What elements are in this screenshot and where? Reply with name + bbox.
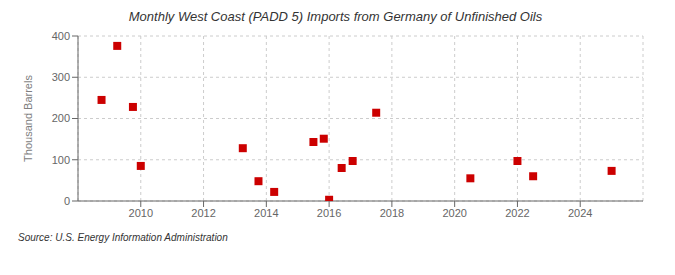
svg-text:400: 400	[52, 30, 70, 42]
svg-text:2014: 2014	[254, 207, 278, 219]
html-text:Source: U.S. Energy Informatio: Source: U.S. Energy Information Administ…	[18, 232, 228, 243]
svg-text:2022: 2022	[505, 207, 529, 219]
svg-text:Thousand Barrels: Thousand Barrels	[22, 75, 34, 162]
svg-text:2024: 2024	[568, 207, 592, 219]
svg-text:100: 100	[52, 154, 70, 166]
svg-text:2010: 2010	[129, 207, 153, 219]
svg-text:2018: 2018	[380, 207, 404, 219]
svg-text:0: 0	[64, 195, 70, 207]
svg-text:300: 300	[52, 71, 70, 83]
svg-text:2016: 2016	[317, 207, 341, 219]
html-text:Monthly West Coast (PADD 5) Im: Monthly West Coast (PADD 5) Imports from…	[128, 9, 543, 24]
svg-text:200: 200	[52, 112, 70, 124]
svg-text:2012: 2012	[191, 207, 215, 219]
svg-text:2020: 2020	[442, 207, 466, 219]
